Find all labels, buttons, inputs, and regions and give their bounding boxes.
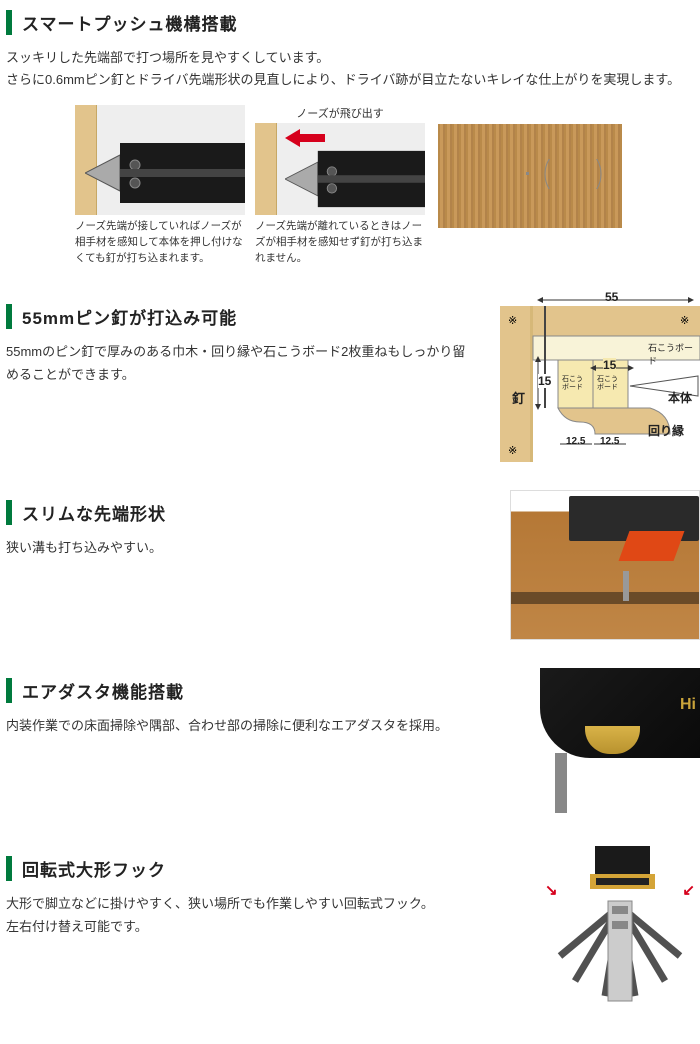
diagram-label: 石こうボード (648, 341, 700, 367)
section-slim-tip: スリムな先端形状 狭い溝も打ち込みやすい。 (0, 490, 700, 640)
section-desc: 大形で脚立などに掛けやすく、狭い場所でも作業しやすい回転式フック。 左右付け替え… (6, 893, 516, 937)
arrow-icon (285, 129, 325, 150)
section-smart-push: スマートプッシュ機構搭載 スッキリした先端部で打つ場所を見やすくしています。 さ… (0, 10, 700, 266)
diagram-label: 回り縁 (648, 422, 684, 439)
air-duster-image: Hi (510, 668, 700, 818)
dim-label: 15 (603, 358, 616, 372)
section-desc: 55mmのピン釘で厚みのある巾木・回り縁や石こうボード2枚重ねもしっかり留めるこ… (6, 341, 476, 385)
diagram-label: 本体 (668, 389, 692, 406)
motion-arrow-icon: ↘ (545, 881, 558, 899)
figure-row: ノーズ先端が接していればノーズが相手材を感知して本体を押し付けなくても釘が打ち込… (0, 105, 700, 266)
section-title: 回転式大形フック (6, 856, 522, 881)
hook-image: ↘ ↙ (540, 846, 700, 1016)
svg-text:※: ※ (508, 315, 517, 327)
section-title: エアダスタ機能搭載 (6, 678, 492, 703)
figure-caption: ノーズ先端が離れているときはノーズが相手材を感知せず釘が打ち込まれません。 (255, 219, 425, 266)
section-title: スリムな先端形状 (6, 500, 492, 525)
figure-2: ノーズが飛び出す ノーズ先端が離れているときはノーズが相手材を感知せず釘が打ち込… (255, 105, 425, 266)
figure-3 (435, 121, 625, 231)
section-desc: 狭い溝も打ち込みやすい。 (6, 537, 486, 559)
figure-caption: ノーズ先端が接していればノーズが相手材を感知して本体を押し付けなくても釘が打ち込… (75, 219, 245, 266)
brand-label: Hi (680, 696, 696, 714)
section-title: スマートプッシュ機構搭載 (6, 10, 700, 35)
callout-text: ノーズが飛び出す (296, 108, 383, 120)
nose-icon (285, 149, 425, 209)
motion-arrow-icon: ↙ (682, 881, 695, 899)
section-hook: 回転式大形フック 大形で脚立などに掛けやすく、狭い場所でも作業しやすい回転式フッ… (0, 846, 700, 1016)
section-55mm: 55mmピン釘が打込み可能 55mmのピン釘で厚みのある巾木・回り縁や石こうボー… (0, 294, 700, 462)
slim-tip-image (510, 490, 700, 640)
diagram-label: 石こう ボード (562, 376, 583, 391)
diagram-55mm: ※※※ 55 15 15 釘 石こうボード 石こう ボード 石こう ボード 本体… (500, 294, 700, 462)
section-title: 55mmピン釘が打込み可能 (6, 304, 482, 329)
dim-label: 12.5 (566, 436, 585, 447)
section-desc: スッキリした先端部で打つ場所を見やすくしています。 さらに0.6mmピン釘とドラ… (6, 47, 694, 91)
figure-1: ノーズ先端が接していればノーズが相手材を感知して本体を押し付けなくても釘が打ち込… (75, 105, 245, 266)
section-desc: 内装作業での床面掃除や隅部、合わせ部の掃除に便利なエアダスタを採用。 (6, 715, 486, 737)
dim-label: 12.5 (600, 436, 619, 447)
nose-icon (85, 143, 245, 203)
diagram-label: 釘 (512, 388, 525, 407)
svg-text:※: ※ (508, 445, 517, 457)
svg-text:※: ※ (680, 315, 689, 327)
dim-label: 55 (605, 290, 618, 304)
diagram-label: 石こう ボード (597, 376, 618, 391)
section-air-duster: エアダスタ機能搭載 内装作業での床面掃除や隅部、合わせ部の掃除に便利なエアダスタ… (0, 668, 700, 818)
dim-label: 15 (538, 374, 551, 388)
